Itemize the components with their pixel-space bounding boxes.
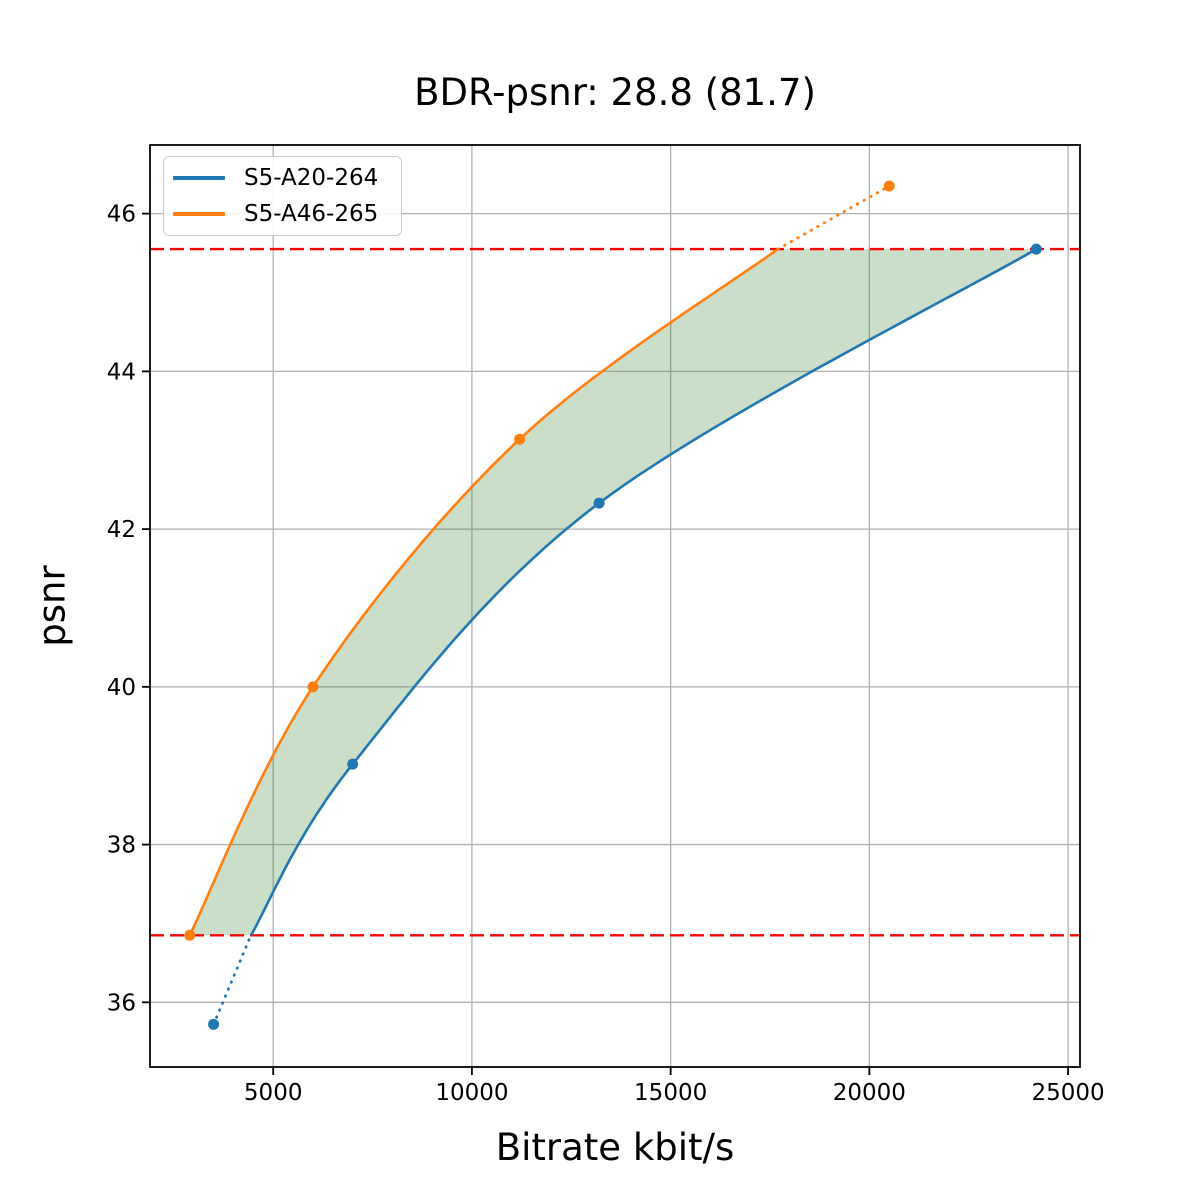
data-point-marker-orange: [184, 929, 196, 941]
data-point-marker-orange: [307, 681, 319, 693]
series-line-s5-a20-264: [249, 247, 1037, 936]
x-tick-label: 5000: [244, 1080, 303, 1106]
x-tick-label: 25000: [1031, 1080, 1104, 1106]
data-point-marker-blue: [593, 497, 605, 509]
y-tick-label: 46: [107, 202, 136, 228]
data-point-marker-orange: [514, 433, 526, 445]
legend-item: S5-A20-264: [164, 160, 401, 196]
x-axis-label: Bitrate kbit/s: [495, 1126, 735, 1169]
series-dotted-s5-a20-264: [212, 933, 253, 1026]
legend-line-sample-orange: [173, 212, 225, 216]
x-tick-label: 20000: [833, 1080, 906, 1106]
legend-item: S5-A46-265: [164, 196, 401, 232]
bd-shaded-region: [189, 249, 1037, 936]
chart-title: BDR-psnr: 28.8 (81.7): [414, 71, 816, 114]
data-point-marker-orange: [883, 180, 895, 192]
x-tick-label: 15000: [634, 1080, 707, 1106]
legend: S5-A20-264 S5-A46-265: [163, 156, 402, 236]
legend-item-label: S5-A46-265: [244, 201, 379, 227]
y-axis-label: psnr: [30, 565, 74, 647]
plot-border: [149, 144, 1081, 1068]
legend-line-sample-blue: [173, 176, 225, 180]
series-line-s5-a46-265: [188, 248, 779, 936]
y-tick-label: 42: [107, 517, 136, 543]
y-tick-label: 44: [107, 359, 136, 385]
data-point-marker-blue: [1030, 243, 1042, 255]
y-tick-label: 38: [107, 833, 136, 859]
series-dotted-s5-a46-265: [776, 184, 891, 251]
y-tick-label: 36: [107, 990, 136, 1016]
data-point-marker-blue: [208, 1018, 220, 1030]
x-tick-label: 10000: [435, 1080, 508, 1106]
y-tick-label: 40: [107, 675, 136, 701]
data-point-marker-blue: [347, 758, 359, 770]
legend-item-label: S5-A20-264: [244, 165, 379, 191]
